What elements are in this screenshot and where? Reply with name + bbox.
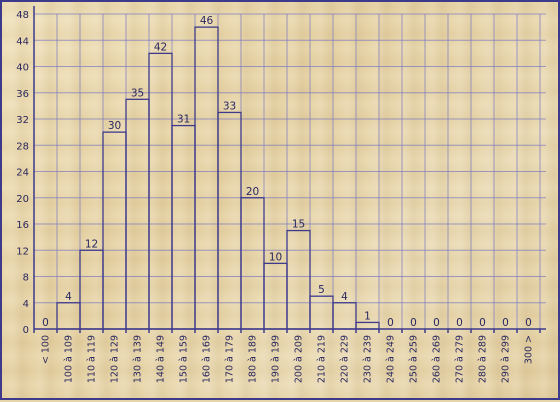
x-category-label: 190 à 199 <box>271 335 282 383</box>
histogram-bar <box>56 302 81 330</box>
x-category-label: 280 à 289 <box>478 335 489 383</box>
histogram-bar <box>309 295 334 330</box>
x-category-label: < 100 <box>41 335 52 364</box>
x-category-label: 260 à 269 <box>432 335 443 383</box>
histogram-bar <box>194 26 219 330</box>
histogram-bar <box>125 98 150 330</box>
data-label: 12 <box>85 238 98 250</box>
x-category-label: 250 à 259 <box>409 335 420 383</box>
data-label: 0 <box>410 317 417 329</box>
histogram-bar <box>79 249 104 330</box>
y-tick-label: 36 <box>16 89 29 100</box>
data-label: 0 <box>479 317 486 329</box>
x-category-label: 300 > <box>524 335 535 364</box>
data-label: 42 <box>154 41 167 53</box>
y-tick-label: 4 <box>23 299 29 310</box>
y-tick-label: 24 <box>16 168 29 179</box>
y-tick-label: 28 <box>16 141 29 152</box>
data-label: 20 <box>246 186 259 198</box>
histogram-bar <box>332 302 357 330</box>
data-label: 46 <box>200 15 214 27</box>
y-tick-label: 40 <box>16 63 29 74</box>
data-label: 0 <box>433 317 440 329</box>
histogram-bar <box>171 124 196 330</box>
data-label: 15 <box>292 219 305 231</box>
histogram-bar <box>355 321 380 330</box>
x-category-label: 230 à 239 <box>363 335 374 383</box>
y-tick-label: 32 <box>16 115 29 126</box>
y-tick-label: 44 <box>16 36 29 47</box>
x-category-label: 100 à 109 <box>64 335 75 383</box>
histogram-bar <box>286 229 311 330</box>
x-category-label: 120 à 129 <box>110 335 121 383</box>
histogram-bar <box>148 52 173 330</box>
histogram-bar <box>240 197 265 330</box>
data-label: 10 <box>269 251 282 263</box>
x-category-label: 270 à 279 <box>455 335 466 383</box>
data-label: 0 <box>42 317 49 329</box>
x-category-label: 170 à 179 <box>225 335 236 383</box>
x-category-label: 220 à 229 <box>340 335 351 383</box>
y-tick-label: 8 <box>23 273 29 284</box>
data-label: 33 <box>223 100 236 112</box>
histogram-bar <box>263 262 288 330</box>
y-tick-label: 48 <box>16 10 29 21</box>
y-tick-label: 16 <box>16 220 29 231</box>
data-label: 0 <box>387 317 394 329</box>
data-label: 0 <box>525 317 532 329</box>
data-label: 5 <box>318 284 325 296</box>
data-label: 4 <box>341 291 348 303</box>
data-label: 35 <box>131 87 144 99</box>
x-category-label: 200 à 209 <box>294 335 305 383</box>
data-label: 4 <box>65 291 72 303</box>
x-category-label: 180 à 189 <box>248 335 259 383</box>
x-category-label: 140 à 149 <box>156 335 167 383</box>
data-label: 31 <box>177 114 190 126</box>
data-label: 30 <box>108 120 121 132</box>
x-category-label: 160 à 169 <box>202 335 213 383</box>
x-category-label: 130 à 139 <box>133 335 144 383</box>
data-label: 0 <box>456 317 463 329</box>
x-category-label: 210 à 219 <box>317 335 328 383</box>
data-label: 1 <box>364 310 371 322</box>
y-tick-label: 0 <box>23 325 29 336</box>
x-category-label: 240 à 249 <box>386 335 397 383</box>
y-tick-label: 20 <box>16 194 29 205</box>
histogram-bar <box>102 131 127 330</box>
x-category-label: 150 à 159 <box>179 335 190 383</box>
x-category-label: 110 à 119 <box>87 335 98 383</box>
x-category-label: 290 à 299 <box>501 335 512 383</box>
data-label: 0 <box>502 317 509 329</box>
y-tick-label: 12 <box>16 246 29 257</box>
